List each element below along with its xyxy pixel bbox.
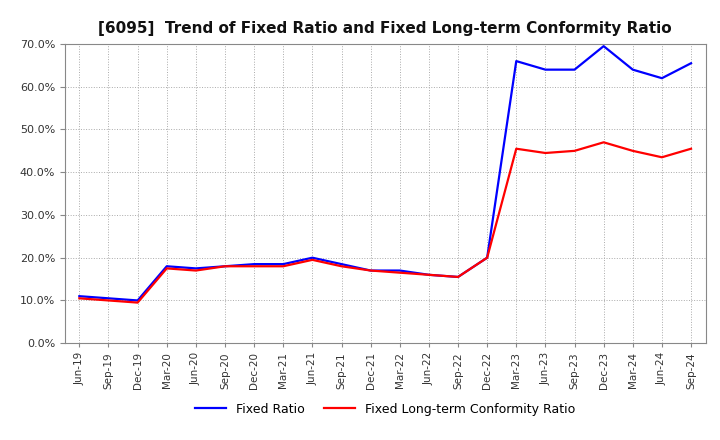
- Fixed Ratio: [599, 44, 608, 49]
- Fixed Long-term Conformity Ratio: [629, 148, 637, 154]
- Fixed Ratio: [425, 272, 433, 278]
- Fixed Long-term Conformity Ratio: [279, 264, 287, 269]
- Fixed Ratio: [192, 266, 200, 271]
- Line: Fixed Ratio: Fixed Ratio: [79, 46, 691, 301]
- Fixed Long-term Conformity Ratio: [337, 264, 346, 269]
- Fixed Ratio: [104, 296, 113, 301]
- Fixed Ratio: [133, 298, 142, 303]
- Fixed Ratio: [657, 76, 666, 81]
- Fixed Long-term Conformity Ratio: [308, 257, 317, 263]
- Title: [6095]  Trend of Fixed Ratio and Fixed Long-term Conformity Ratio: [6095] Trend of Fixed Ratio and Fixed Lo…: [99, 21, 672, 36]
- Legend: Fixed Ratio, Fixed Long-term Conformity Ratio: Fixed Ratio, Fixed Long-term Conformity …: [190, 398, 580, 421]
- Fixed Long-term Conformity Ratio: [395, 270, 404, 275]
- Fixed Ratio: [250, 261, 258, 267]
- Fixed Long-term Conformity Ratio: [75, 296, 84, 301]
- Fixed Long-term Conformity Ratio: [250, 264, 258, 269]
- Fixed Long-term Conformity Ratio: [483, 255, 492, 260]
- Fixed Ratio: [687, 61, 696, 66]
- Fixed Ratio: [570, 67, 579, 72]
- Fixed Ratio: [75, 293, 84, 299]
- Fixed Ratio: [163, 264, 171, 269]
- Fixed Long-term Conformity Ratio: [192, 268, 200, 273]
- Fixed Long-term Conformity Ratio: [220, 264, 229, 269]
- Fixed Long-term Conformity Ratio: [570, 148, 579, 154]
- Fixed Ratio: [337, 261, 346, 267]
- Fixed Long-term Conformity Ratio: [454, 274, 462, 279]
- Fixed Long-term Conformity Ratio: [541, 150, 550, 156]
- Fixed Ratio: [308, 255, 317, 260]
- Fixed Ratio: [366, 268, 375, 273]
- Fixed Long-term Conformity Ratio: [687, 146, 696, 151]
- Fixed Long-term Conformity Ratio: [657, 154, 666, 160]
- Fixed Ratio: [395, 268, 404, 273]
- Fixed Long-term Conformity Ratio: [163, 266, 171, 271]
- Fixed Ratio: [512, 59, 521, 64]
- Fixed Long-term Conformity Ratio: [133, 300, 142, 305]
- Fixed Ratio: [629, 67, 637, 72]
- Fixed Long-term Conformity Ratio: [512, 146, 521, 151]
- Fixed Ratio: [279, 261, 287, 267]
- Fixed Ratio: [220, 264, 229, 269]
- Fixed Long-term Conformity Ratio: [104, 298, 113, 303]
- Fixed Ratio: [483, 255, 492, 260]
- Fixed Long-term Conformity Ratio: [599, 139, 608, 145]
- Line: Fixed Long-term Conformity Ratio: Fixed Long-term Conformity Ratio: [79, 142, 691, 303]
- Fixed Ratio: [454, 274, 462, 279]
- Fixed Long-term Conformity Ratio: [366, 268, 375, 273]
- Fixed Long-term Conformity Ratio: [425, 272, 433, 278]
- Fixed Ratio: [541, 67, 550, 72]
